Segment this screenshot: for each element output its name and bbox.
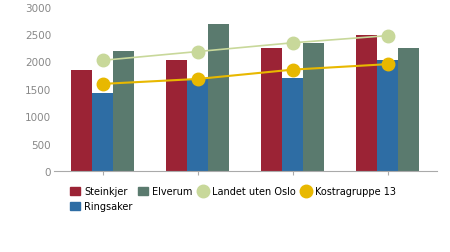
Legend: Steinkjer, Ringsaker, Elverum, Landet uten Oslo, Kostragruppe 13: Steinkjer, Ringsaker, Elverum, Landet ut…: [67, 183, 400, 215]
Bar: [208, 24, 229, 171]
Bar: [166, 60, 187, 171]
Bar: [261, 49, 282, 171]
Bar: [303, 44, 324, 171]
Bar: [92, 93, 113, 171]
Bar: [113, 51, 134, 171]
Bar: [398, 48, 419, 171]
Bar: [377, 61, 398, 171]
Bar: [356, 36, 377, 171]
Bar: [72, 71, 92, 171]
Bar: [187, 79, 208, 171]
Bar: [282, 79, 303, 171]
